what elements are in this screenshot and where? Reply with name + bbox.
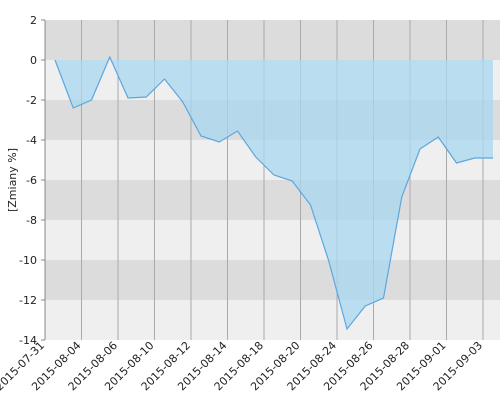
y-tick-label: -6: [26, 174, 37, 187]
band: [45, 300, 500, 340]
y-tick-label: -4: [26, 134, 37, 147]
y-tick-label: -10: [19, 254, 37, 267]
band: [45, 20, 500, 60]
band: [45, 260, 500, 300]
y-tick-label: 0: [30, 54, 37, 67]
line: [54, 55, 493, 331]
y-tick-label: -14: [19, 334, 37, 347]
y-tick-label: 2: [30, 14, 37, 27]
y-axis-label: [Zmiany %]: [6, 148, 19, 212]
band: [45, 180, 500, 220]
y-tick-label: -2: [26, 94, 37, 107]
y-tick-label: -12: [19, 294, 37, 307]
area: [55, 57, 493, 329]
y-tick-label: -8: [26, 214, 37, 227]
band: [45, 220, 500, 260]
